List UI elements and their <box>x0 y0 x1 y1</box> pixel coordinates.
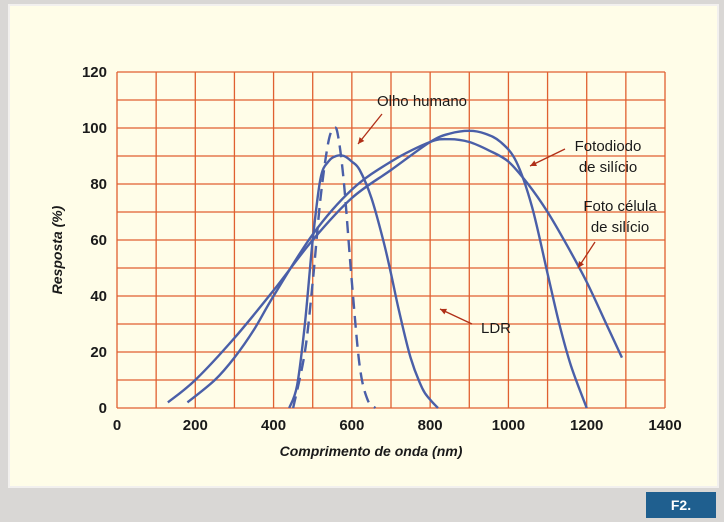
series-line-3 <box>186 137 624 404</box>
x-tick-label: 800 <box>418 417 443 434</box>
x-tick-label: 600 <box>339 417 364 434</box>
olho-humano-arrowhead <box>358 137 365 144</box>
y-tick-label: 20 <box>90 344 107 361</box>
x-tick-label: 1200 <box>570 417 603 434</box>
y-tick-label: 120 <box>82 64 107 81</box>
x-tick-label: 400 <box>261 417 286 434</box>
x-tick-label: 0 <box>113 417 121 434</box>
figure-badge: F2. <box>646 492 716 518</box>
y-axis-title: Resposta (%) <box>49 205 65 294</box>
label-ldr: LDR <box>481 320 511 337</box>
foto-celula-arrowhead <box>578 261 584 268</box>
ldr-arrowhead <box>440 308 447 315</box>
response-chart: 0 200 400 600 800 1000 1200 1400 0 20 40 60 80 100 120… <box>49 64 682 459</box>
label-fotodiodo: de silício <box>579 159 637 176</box>
fotodiodo-arrow-line <box>529 148 566 167</box>
x-tick-label: 1000 <box>492 417 525 434</box>
x-axis-title: Comprimento de onda (nm) <box>280 443 463 459</box>
x-tick-label: 1400 <box>648 417 681 434</box>
chart-panel: 0 200 400 600 800 1000 1200 1400 0 20 40 60 80 100 120… <box>8 4 719 488</box>
label-fotodiodo: Fotodiodo <box>575 138 642 155</box>
y-tick-label: 80 <box>90 176 107 193</box>
label-foto-celula: Foto célula <box>583 198 657 215</box>
y-tick-label: 60 <box>90 232 107 249</box>
fotodiodo-arrowhead <box>530 160 537 166</box>
x-tick-label: 200 <box>183 417 208 434</box>
label-foto-celula: de silício <box>591 219 649 236</box>
label-olho-humano: Olho humano <box>377 93 467 110</box>
series-line-1 <box>288 154 439 409</box>
olho-humano-arrow-line <box>357 113 383 145</box>
series-line-0 <box>291 126 377 409</box>
y-tick-label: 0 <box>99 400 107 417</box>
y-tick-label: 100 <box>82 120 107 137</box>
y-tick-label: 40 <box>90 288 107 305</box>
series-line-2 <box>167 129 588 409</box>
